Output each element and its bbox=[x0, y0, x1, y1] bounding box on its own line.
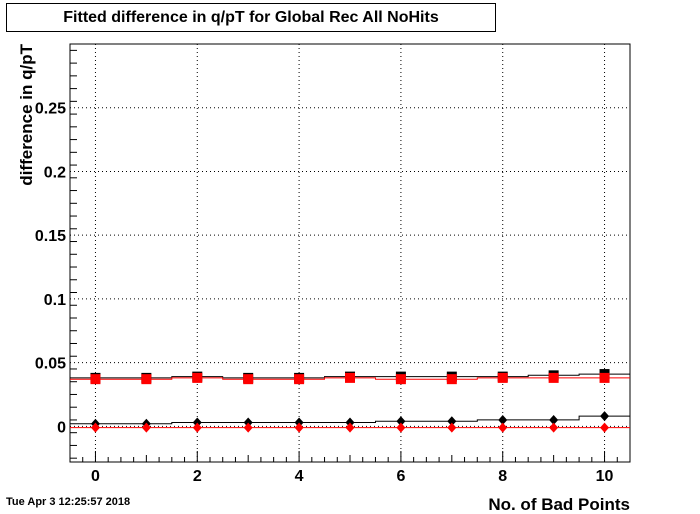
x-axis-title: No. of Bad Points bbox=[488, 495, 630, 514]
x-tick-label: 2 bbox=[193, 468, 202, 485]
plot-frame bbox=[69, 43, 631, 463]
data-point-diamond bbox=[498, 422, 508, 433]
y-axis-title: difference in q/pT bbox=[17, 43, 36, 185]
data-point-diamond bbox=[447, 416, 457, 427]
data-point-square bbox=[345, 372, 355, 383]
data-point-diamond bbox=[498, 414, 508, 425]
data-point-diamond bbox=[600, 422, 610, 433]
data-point-diamond bbox=[192, 422, 202, 433]
data-point-diamond bbox=[549, 422, 559, 433]
data-point-square bbox=[395, 374, 406, 385]
x-tick-label: 4 bbox=[295, 468, 304, 485]
data-point-square bbox=[446, 374, 457, 385]
footer-timestamp: Tue Apr 3 12:25:57 2018 bbox=[6, 496, 131, 508]
data-point-square bbox=[243, 374, 254, 385]
y-tick-label: 0.1 bbox=[44, 292, 66, 309]
data-point-square bbox=[497, 372, 508, 383]
data-point-diamond bbox=[141, 422, 151, 433]
data-point-square bbox=[548, 372, 559, 383]
series-fit-line bbox=[70, 373, 630, 379]
x-tick-label: 6 bbox=[396, 468, 405, 485]
data-point-diamond bbox=[396, 422, 406, 433]
y-tick-label: 0.2 bbox=[44, 164, 66, 181]
y-tick-label: 0.05 bbox=[35, 356, 66, 373]
data-point-diamond bbox=[549, 414, 559, 425]
data-point-square bbox=[294, 374, 305, 385]
data-point-diamond bbox=[90, 422, 100, 433]
data-point-diamond bbox=[243, 422, 253, 433]
data-point-diamond bbox=[600, 411, 610, 422]
series-fit-line bbox=[70, 377, 630, 380]
x-tick-label: 0 bbox=[91, 468, 100, 485]
data-point-diamond bbox=[345, 417, 355, 428]
data-point-diamond bbox=[243, 417, 253, 428]
data-point-diamond bbox=[294, 422, 304, 433]
data-point-diamond bbox=[447, 422, 457, 433]
chart-title: Fitted difference in q/pT for Global Rec… bbox=[6, 3, 496, 32]
data-point-square bbox=[90, 374, 101, 385]
data-point-square bbox=[141, 374, 152, 385]
y-tick-label: 0 bbox=[57, 419, 66, 436]
data-point-diamond bbox=[192, 417, 202, 428]
y-tick-label: 0.15 bbox=[35, 228, 66, 245]
y-tick-label: 0.25 bbox=[35, 101, 66, 118]
data-point-square bbox=[192, 372, 203, 383]
x-tick-label: 8 bbox=[498, 468, 507, 485]
data-point-diamond bbox=[294, 417, 304, 428]
data-point-diamond bbox=[396, 416, 406, 427]
data-point-square bbox=[599, 372, 610, 383]
x-tick-label: 10 bbox=[596, 468, 614, 485]
data-point-diamond bbox=[345, 422, 355, 433]
